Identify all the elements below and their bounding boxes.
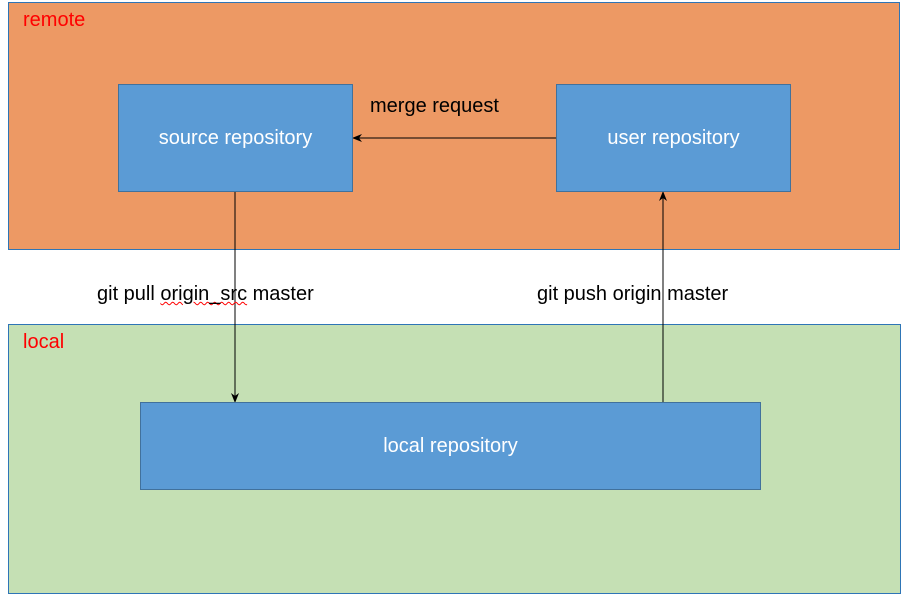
edge-label-merge-request: merge request [370,95,499,118]
edge-label-git-pull: git pull origin_src master [97,283,314,306]
region-remote-label: remote [23,9,85,32]
node-source-repository: source repository [118,84,353,192]
node-local-label: local repository [383,435,518,458]
region-local-label: local [23,331,64,354]
diagram-canvas: remote local source repository user repo… [0,0,908,605]
node-source-label: source repository [159,127,312,150]
node-local-repository: local repository [140,402,761,490]
edge-label-git-push: git push origin master [537,283,728,306]
node-user-repository: user repository [556,84,791,192]
node-user-label: user repository [607,127,739,150]
